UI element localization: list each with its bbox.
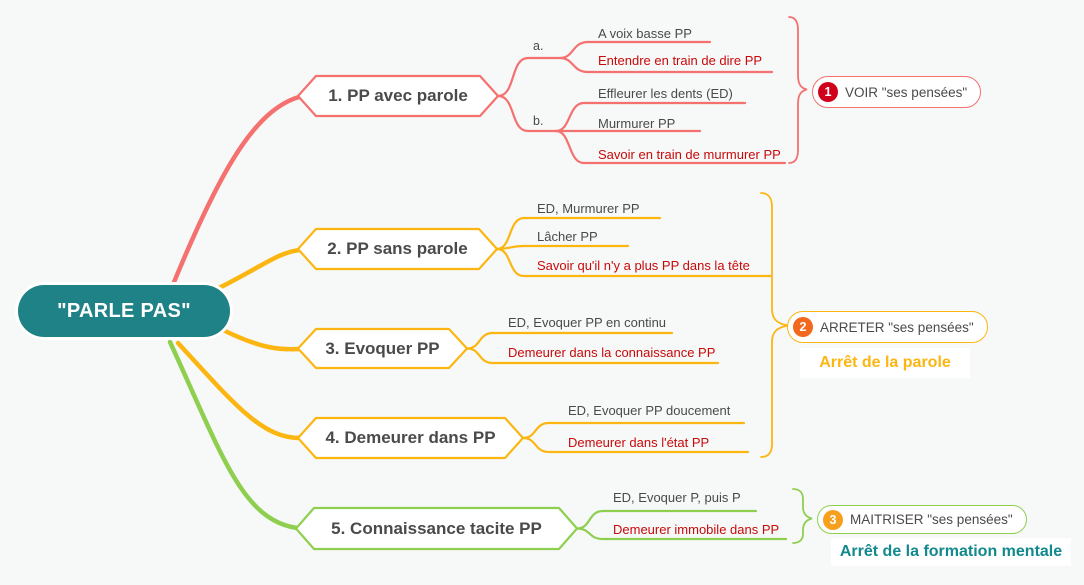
leaf-evoquer-p-puis-p[interactable]: ED, Evoquer P, puis P (613, 490, 741, 505)
leaf-evoquer-doucement[interactable]: ED, Evoquer PP doucement (568, 403, 731, 418)
brace-maitriser (792, 488, 813, 544)
branch1-group-b-label: b. (533, 114, 544, 128)
callout-voir[interactable]: 1 VOIR "ses pensées" (812, 76, 982, 108)
branch1-group-a-stem (496, 56, 562, 98)
brace-arreter (760, 192, 790, 458)
root-curve-branch1 (169, 94, 302, 290)
leaf-entendre-dire[interactable]: Entendre en train de dire PP (598, 53, 763, 68)
root-curve-branch4 (175, 340, 303, 441)
branch-topic-2[interactable]: 2. PP sans parole (327, 239, 468, 258)
caption-arret-parole: Arrêt de la parole (800, 348, 970, 378)
leaf-demeurer-etat[interactable]: Demeurer dans l'état PP (568, 435, 710, 450)
callout-arreter[interactable]: 2 ARRETER "ses pensées" (787, 311, 988, 343)
branch-topic-5[interactable]: 5. Connaissance tacite PP (331, 518, 542, 538)
central-topic[interactable]: "PARLE PAS" (18, 285, 230, 337)
branch-topic-1[interactable]: 1. PP avec parole (328, 86, 468, 105)
callout-maitriser[interactable]: 3 MAITRISER "ses pensées" (817, 505, 1027, 534)
branch3-leaf-lines (465, 331, 720, 365)
leaf-a-voix-basse[interactable]: A voix basse PP (598, 26, 692, 41)
leaf-evoquer-continu[interactable]: ED, Evoquer PP en continu (508, 315, 667, 330)
leaf-line-5b (575, 527, 788, 541)
badge-1-icon: 1 (818, 82, 838, 102)
caption-arret-formation-mentale: Arrêt de la formation mentale (831, 538, 1071, 566)
leaf-line-b3 (554, 129, 787, 165)
badge-2-icon: 2 (793, 317, 813, 337)
leaf-demeurer-immobile[interactable]: Demeurer immobile dans PP (613, 522, 780, 537)
leaf-ed-murmurer[interactable]: ED, Murmurer PP (537, 201, 640, 216)
callout-voir-label: VOIR "ses pensées" (845, 84, 968, 100)
leaf-line-a2 (558, 56, 774, 74)
root-curve-branch2 (212, 247, 303, 293)
branch-topic-3[interactable]: 3. Evoquer PP (325, 338, 440, 358)
branch1-group-b-stem (496, 94, 558, 133)
leaf-line-2b (495, 244, 630, 251)
branch4-leaf-lines (521, 421, 750, 454)
root-curve-branch3 (220, 327, 303, 352)
leaf-savoir-plus-pp[interactable]: Savoir qu'il n'y a plus PP dans la tête (537, 258, 750, 273)
leaf-effleurer-dents[interactable]: Effleurer les dents (ED) (598, 86, 733, 101)
leaf-demeurer-connaissance[interactable]: Demeurer dans la connaissance PP (508, 345, 716, 360)
callout-arreter-label: ARRETER "ses pensées" (820, 319, 974, 335)
root-curve-branch5 (167, 339, 300, 531)
leaf-line-2c (495, 247, 772, 278)
callout-maitriser-label: MAITRISER "ses pensées" (850, 512, 1013, 527)
leaf-lacher[interactable]: Lâcher PP (537, 229, 598, 244)
brace-voir (788, 16, 808, 164)
leaf-line-3b (465, 347, 720, 365)
branch1-group-a-label: a. (533, 39, 544, 53)
branch5-leaf-lines (575, 509, 788, 541)
branch-topic-4[interactable]: 4. Demeurer dans PP (325, 428, 496, 447)
branch2-leaf-lines (495, 216, 772, 278)
leaf-line-4b (521, 436, 750, 454)
leaf-murmurer[interactable]: Murmurer PP (598, 116, 676, 131)
branch1-leaf-lines (496, 40, 787, 165)
badge-3-icon: 3 (823, 509, 843, 530)
leaf-savoir-murmurer[interactable]: Savoir en train de murmurer PP (598, 147, 781, 162)
